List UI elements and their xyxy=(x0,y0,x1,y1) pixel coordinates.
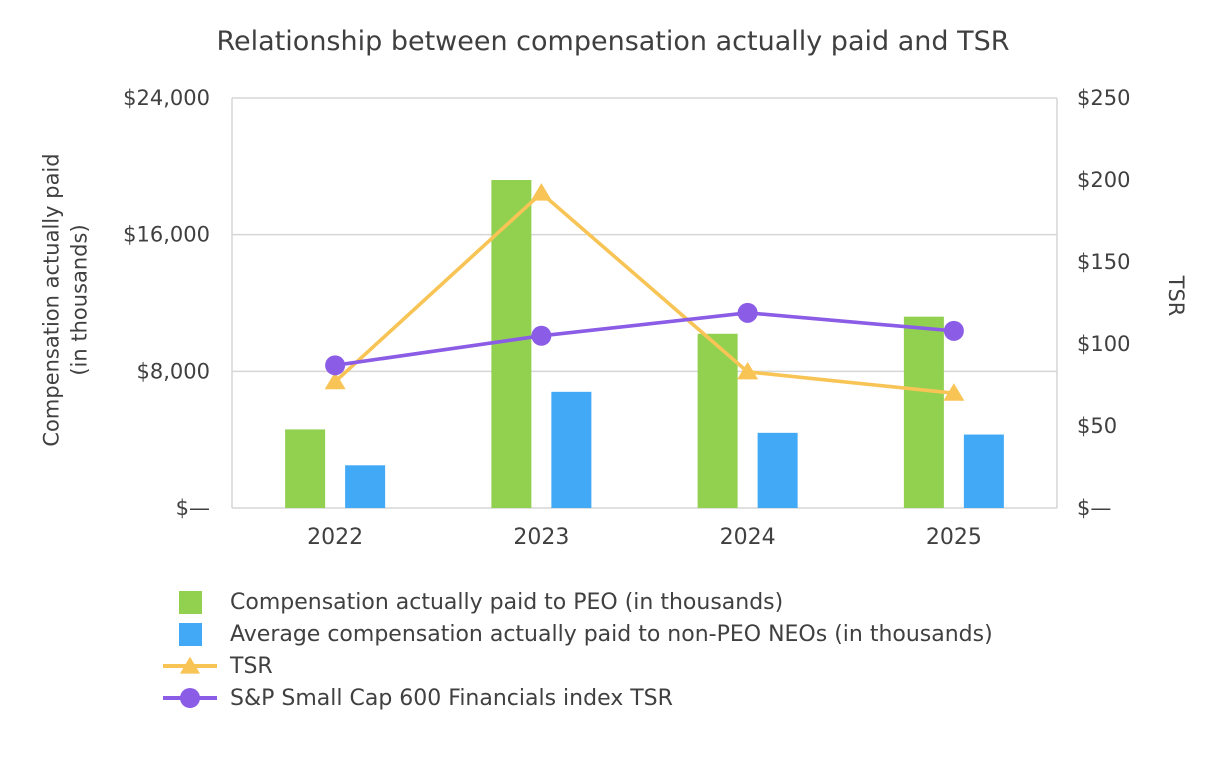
bar-series-0 xyxy=(285,429,326,508)
legend-label-tsr-line: TSR xyxy=(230,653,273,679)
legend-label-peo-bar: Compensation actually paid to PEO (in th… xyxy=(230,589,784,615)
chart-title: Relationship between compensation actual… xyxy=(216,26,1010,57)
bar-series-0 xyxy=(903,316,944,508)
x-axis-tick-label: 2025 xyxy=(926,525,982,550)
triangle-marker xyxy=(943,383,965,401)
bar-series-1 xyxy=(551,391,592,508)
x-axis-tick-label: 2023 xyxy=(513,525,569,550)
left-axis-tick-label: $16,000 xyxy=(123,223,210,247)
x-axis-tick-label: 2022 xyxy=(307,525,363,550)
circle-marker xyxy=(943,320,964,341)
right-axis-tick-label: $250 xyxy=(1077,86,1130,110)
right-axis-tick-label: $50 xyxy=(1077,414,1117,438)
triangle-marker xyxy=(737,361,759,380)
legend-marker-cell xyxy=(162,688,218,708)
legend-item-peo-bar: Compensation actually paid to PEO (in th… xyxy=(162,588,993,616)
right-axis-tick-label: $— xyxy=(1077,496,1111,520)
bar-series-1 xyxy=(757,432,798,508)
triangle-marker xyxy=(530,183,552,201)
line-series xyxy=(334,311,955,368)
tsr-line-swatch-icon xyxy=(163,656,217,674)
legend-marker-cell xyxy=(162,590,218,614)
legend-marker-cell xyxy=(162,622,218,646)
right-axis-tick-label: $100 xyxy=(1077,332,1130,356)
line-series xyxy=(333,190,955,395)
circle-marker xyxy=(737,302,758,323)
triangle-marker-icon xyxy=(180,656,200,674)
triangle-marker xyxy=(324,371,346,390)
plot-area: $24,000 $16,000 $8,000 $— $250 $200 $150 $100 $5… xyxy=(123,86,1130,550)
x-axis-tick-label: 2024 xyxy=(720,525,776,550)
legend-item-sp-index-line: S&P Small Cap 600 Financials index TSR xyxy=(162,684,993,712)
bar-series-1 xyxy=(963,434,1004,508)
peo-bar-swatch-icon xyxy=(178,590,202,614)
legend-marker-cell xyxy=(162,656,218,674)
left-axis-tick-label: $24,000 xyxy=(123,86,210,110)
neo-bar-swatch-icon xyxy=(178,622,202,646)
left-axis-tick-label: $— xyxy=(176,496,210,520)
right-axis-tick-label: $200 xyxy=(1077,168,1130,192)
circle-marker-icon xyxy=(180,688,200,708)
legend-item-neo-bar: Average compensation actually paid to no… xyxy=(162,620,993,648)
legend: Compensation actually paid to PEO (in th… xyxy=(162,588,993,712)
legend-label-sp-index-line: S&P Small Cap 600 Financials index TSR xyxy=(230,685,673,711)
sp-index-line-swatch-icon xyxy=(163,688,217,708)
legend-label-neo-bar: Average compensation actually paid to no… xyxy=(230,621,993,647)
bar-series-1 xyxy=(345,465,386,508)
circle-marker xyxy=(531,325,552,346)
left-axis-tick-label: $8,000 xyxy=(137,359,210,383)
bar-series-0 xyxy=(697,333,738,508)
circle-marker xyxy=(325,355,346,376)
legend-item-tsr-line: TSR xyxy=(162,652,993,680)
right-axis-tick-label: $150 xyxy=(1077,250,1130,274)
bar-series-0 xyxy=(491,180,532,508)
